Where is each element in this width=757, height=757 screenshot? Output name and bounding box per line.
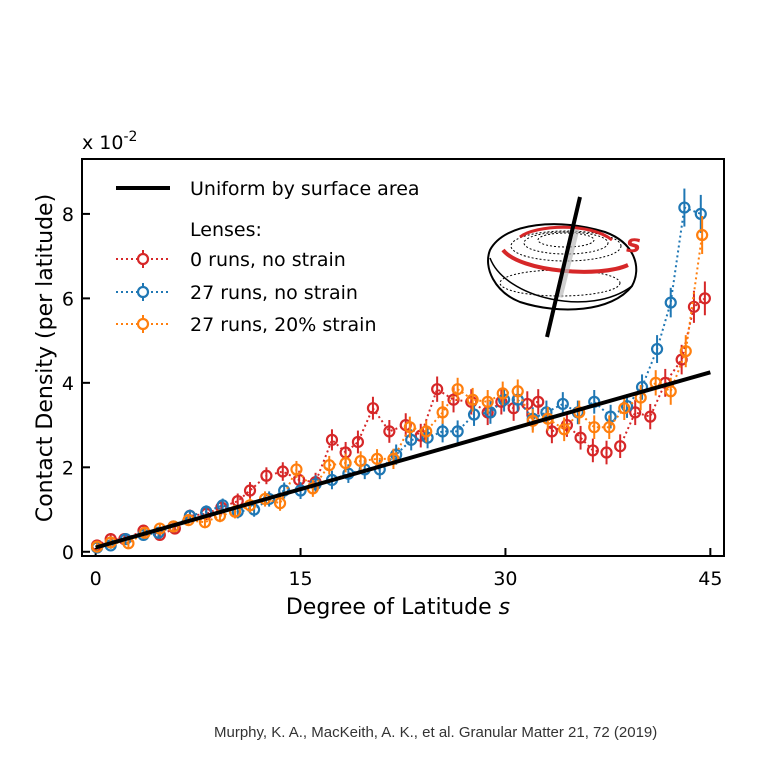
data-point bbox=[466, 393, 479, 406]
data-point bbox=[405, 433, 418, 446]
data-point bbox=[603, 421, 616, 434]
data-point bbox=[420, 425, 433, 438]
lens-diagram-icon: s bbox=[487, 196, 641, 338]
data-point bbox=[243, 484, 257, 497]
data-point bbox=[383, 425, 396, 438]
legend-swatch-marker bbox=[136, 285, 150, 299]
data-point bbox=[629, 406, 642, 419]
data-point bbox=[664, 296, 677, 309]
lens-axis bbox=[545, 196, 582, 338]
data-point bbox=[366, 402, 380, 415]
data-point bbox=[484, 406, 497, 419]
data-point bbox=[467, 408, 481, 421]
y-axis-title: Contact Density (per latitude) bbox=[33, 194, 58, 522]
data-point bbox=[273, 497, 287, 510]
data-point bbox=[421, 431, 434, 444]
data-point bbox=[260, 469, 273, 482]
y-tick-label: 8 bbox=[62, 204, 74, 226]
y-tick-label: 2 bbox=[62, 457, 74, 479]
data-point bbox=[451, 383, 464, 396]
data-point bbox=[323, 459, 336, 472]
legend-label-reference: Uniform by surface area bbox=[190, 178, 420, 200]
data-point bbox=[290, 463, 303, 476]
x-tick-label: 30 bbox=[493, 568, 517, 590]
data-point bbox=[574, 431, 587, 444]
y-tick-label: 6 bbox=[62, 288, 74, 310]
data-point bbox=[354, 454, 367, 468]
legend-label-1: 27 runs, no strain bbox=[190, 282, 358, 304]
x-tick-label: 45 bbox=[698, 568, 722, 590]
data-point bbox=[588, 421, 601, 434]
series-line bbox=[96, 234, 704, 548]
data-point bbox=[436, 425, 449, 438]
data-point bbox=[586, 444, 599, 457]
legend-label-0: 0 runs, no strain bbox=[190, 249, 346, 271]
data-point bbox=[403, 421, 416, 434]
y-scale-exponent: -2 bbox=[123, 129, 137, 145]
data-point bbox=[431, 383, 444, 396]
data-point bbox=[532, 395, 545, 408]
legend-label-2: 27 runs, 20% strain bbox=[190, 314, 376, 336]
data-point bbox=[545, 425, 558, 438]
series-line bbox=[96, 206, 702, 549]
x-axis-variable: s bbox=[499, 595, 510, 620]
x-axis-title: Degree of Latitude s bbox=[286, 595, 510, 620]
legend-swatch-marker bbox=[136, 317, 150, 331]
legend-swatch-marker bbox=[136, 252, 150, 266]
data-point bbox=[496, 387, 509, 400]
y-tick-label: 0 bbox=[62, 542, 74, 564]
legend: Uniform by surface area Lenses: 0 runs, … bbox=[116, 178, 420, 336]
data-point bbox=[600, 446, 613, 459]
data-point bbox=[620, 399, 634, 413]
data-point bbox=[481, 395, 494, 408]
legend-swatches bbox=[116, 250, 170, 333]
data-point bbox=[679, 345, 692, 358]
data-point bbox=[694, 207, 707, 221]
data-point bbox=[687, 300, 701, 313]
data-point bbox=[698, 292, 711, 305]
data-point bbox=[436, 406, 449, 419]
data-point bbox=[614, 440, 627, 453]
data-point bbox=[325, 433, 339, 446]
data-point bbox=[678, 201, 691, 214]
legend-title: Lenses: bbox=[190, 219, 262, 241]
series-layer bbox=[90, 188, 711, 554]
data-point bbox=[495, 395, 508, 408]
data-point bbox=[511, 385, 524, 398]
data-point bbox=[650, 342, 664, 356]
data-point bbox=[556, 397, 569, 411]
data-point bbox=[618, 402, 631, 415]
data-point bbox=[664, 385, 677, 398]
data-point bbox=[276, 465, 289, 478]
y-scale-factor: x 10-2 bbox=[82, 129, 137, 154]
reference-line bbox=[95, 370, 711, 550]
y-tick-label: 4 bbox=[62, 373, 74, 395]
data-point bbox=[696, 228, 709, 242]
data-point bbox=[370, 452, 384, 465]
data-point bbox=[351, 435, 365, 449]
data-point bbox=[451, 425, 464, 438]
plot-frame bbox=[81, 158, 725, 557]
x-tick-label: 0 bbox=[90, 568, 102, 590]
inset-label: s bbox=[626, 229, 641, 258]
citation: Murphy, K. A., MacKeith, A. K., et al. G… bbox=[214, 724, 658, 741]
x-tick-label: 15 bbox=[288, 568, 312, 590]
axis-ticks: 0 15 30 45 0 2 4 6 8 bbox=[62, 204, 723, 590]
data-point bbox=[339, 456, 352, 470]
data-point bbox=[497, 393, 511, 406]
data-point bbox=[644, 410, 657, 423]
data-point bbox=[558, 423, 571, 436]
